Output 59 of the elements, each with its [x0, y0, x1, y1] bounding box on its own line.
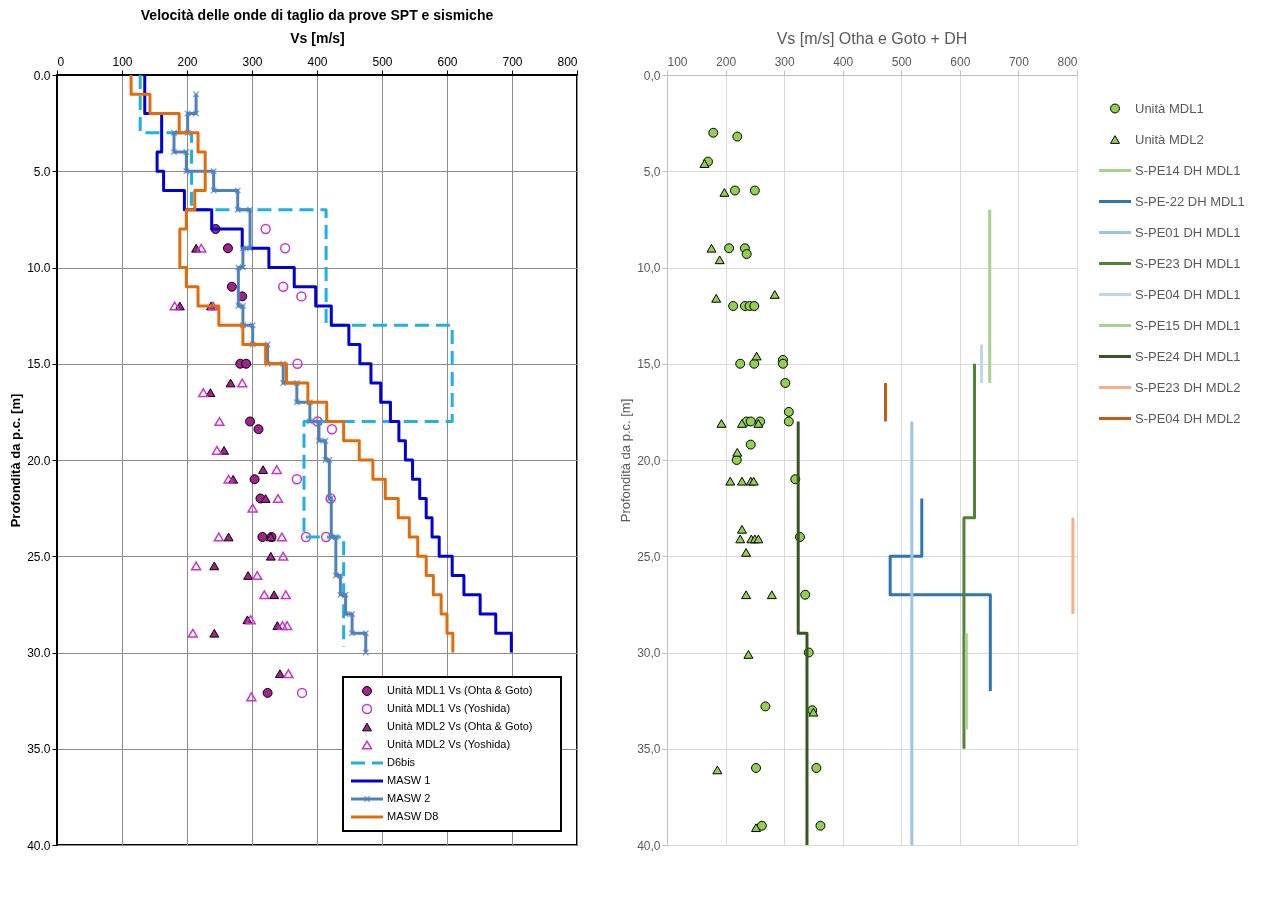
x-tick-label: 800: [557, 54, 578, 69]
legend-label: S-PE04 DH MDL1: [1135, 286, 1241, 302]
legend-label: S-PE24 DH MDL1: [1135, 348, 1241, 364]
x-tick-label: 100: [667, 54, 688, 69]
y-tick-label: 5.0: [33, 164, 51, 179]
x-tick-label: 500: [372, 54, 393, 69]
legend-label: Unità MDL2: [1135, 131, 1204, 147]
y-tick-label: 35.0: [27, 742, 51, 757]
y-tick-label: 10,0: [637, 261, 661, 275]
legend-label: Unità MDL1 Vs (Ohta & Goto): [387, 684, 533, 696]
x-tick-label: 0: [57, 54, 65, 69]
y-tick-label: 40,0: [637, 838, 661, 853]
legend-label: MASW 1: [387, 774, 431, 786]
x-tick-label: 600: [950, 54, 971, 69]
legend-label: S-PE23 DH MDL2: [1135, 379, 1241, 395]
x-tick-label: 700: [1008, 54, 1030, 69]
x-tick-label: 400: [307, 54, 328, 69]
legend-label: MASW 2: [387, 792, 431, 804]
y-tick-label: 15.0: [27, 357, 51, 372]
y-tick-label: 40.0: [27, 838, 51, 853]
legend-label: D6bis: [387, 756, 416, 768]
y-axis-title: Profondità da p.c. [m]: [8, 393, 24, 528]
x-tick-label: 500: [891, 54, 913, 69]
legend-label: S-PE01 DH MDL1: [1135, 224, 1241, 240]
x-tick-label: 700: [502, 54, 523, 69]
y-tick-label: 30.0: [27, 646, 51, 660]
y-tick-label: 25.0: [27, 549, 51, 564]
x-tick-label: 100: [112, 54, 133, 69]
legend-label: Unità MDL2 Vs (Ohta & Goto): [387, 720, 533, 732]
y-tick-label: 20,0: [637, 453, 661, 468]
x-tick-label: 200: [716, 54, 737, 69]
legend-label: S-PE15 DH MDL1: [1135, 317, 1241, 333]
y-tick-label: 15,0: [637, 357, 661, 372]
legend-label: Unità MDL1 Vs (Yoshida): [387, 702, 511, 714]
x-axis-title: Vs [m/s]: [290, 29, 345, 46]
x-tick-label: 400: [833, 54, 854, 69]
y-tick-label: 10.0: [27, 261, 51, 275]
x-tick-label: 800: [1057, 54, 1078, 69]
legend-label: S-PE-22 DH MDL1: [1135, 193, 1245, 209]
chart-title: Velocità delle onde di taglio da prove SPT e sismiche: [140, 7, 494, 23]
y-tick-label: 20.0: [27, 453, 51, 468]
y-tick-label: 25,0: [637, 549, 661, 564]
y-tick-label: 30,0: [637, 646, 661, 660]
y-tick-label: 35,0: [637, 742, 661, 757]
y-tick-label: 0.0: [33, 68, 51, 83]
legend-label: S-PE23 DH MDL1: [1135, 255, 1241, 271]
x-tick-label: 300: [774, 54, 795, 69]
x-tick-label: 200: [177, 54, 198, 69]
legend-label: Unità MDL2 Vs (Yoshida): [387, 738, 511, 750]
y-tick-label: 0,0: [643, 68, 661, 83]
legend-label: Unità MDL1: [1135, 100, 1204, 116]
x-tick-label: 300: [242, 54, 263, 69]
y-axis-title: Profondità da p.c. [m]: [618, 398, 634, 523]
x-tick-label: 600: [437, 54, 458, 69]
legend-label: S-PE04 DH MDL2: [1135, 410, 1241, 426]
y-tick-label: 5,0: [643, 164, 661, 179]
legend-label: S-PE14 DH MDL1: [1135, 162, 1241, 178]
legend-label: MASW D8: [387, 810, 439, 822]
chart-title: Vs [m/s] Otha e Goto + DH: [776, 30, 968, 47]
